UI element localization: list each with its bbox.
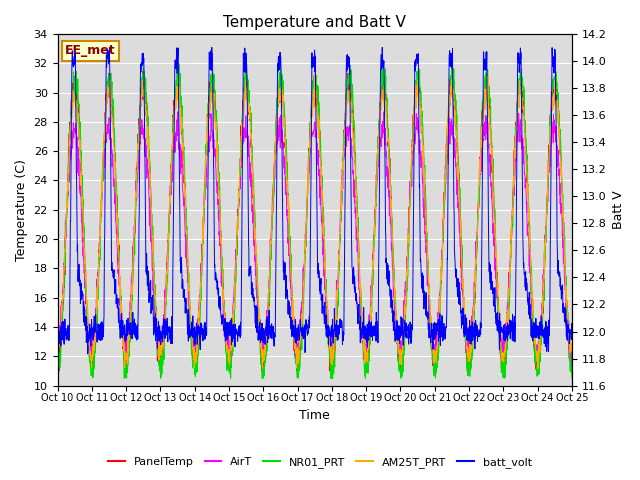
Title: Temperature and Batt V: Temperature and Batt V xyxy=(223,15,406,30)
X-axis label: Time: Time xyxy=(300,409,330,422)
Y-axis label: Temperature (C): Temperature (C) xyxy=(15,159,28,261)
Legend: PanelTemp, AirT, NR01_PRT, AM25T_PRT, batt_volt: PanelTemp, AirT, NR01_PRT, AM25T_PRT, ba… xyxy=(104,452,536,472)
Text: EE_met: EE_met xyxy=(65,45,116,58)
Y-axis label: Batt V: Batt V xyxy=(612,191,625,229)
